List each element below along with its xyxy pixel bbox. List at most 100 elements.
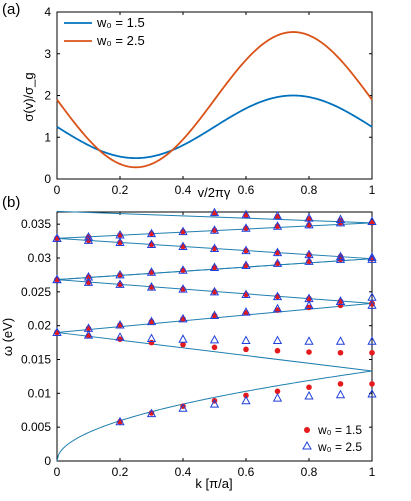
panel-b-point-w0-2.5 — [178, 226, 188, 236]
panel-b-point-w0-2.5 — [335, 214, 346, 223]
panel-b-point-w0-2.5 — [272, 211, 283, 220]
panel-b-data-points — [52, 207, 377, 426]
panel-b-point-w0-1.5 — [211, 344, 218, 351]
panel-b-point-w0-2.5 — [367, 292, 377, 301]
panel-b-point-w0-1.5 — [243, 346, 249, 353]
panel-b-point-w0-2.5 — [115, 319, 125, 329]
panel-b-label: (b) — [2, 194, 20, 211]
panel-b-point-w0-2.5 — [304, 256, 314, 265]
panel-b-point-w0-2.5 — [115, 416, 125, 426]
panel-b-point-w0-2.5 — [146, 282, 157, 291]
panel-b-point-w0-2.5 — [209, 207, 220, 217]
panel-b-x-tick-label: 0.8 — [301, 465, 318, 479]
panel-b-point-w0-2.5 — [367, 388, 377, 398]
panel-b-point-w0-2.5 — [178, 334, 188, 343]
panel-b-point-w0-2.5 — [83, 277, 94, 286]
panel-b-y-ticks: 0 0.005 0.01 0.015 0.02 0.025 0.03 0.035 — [21, 217, 372, 468]
panel-b-point-w0-2.5 — [335, 336, 346, 345]
panel-b-point-w0-2.5 — [52, 274, 62, 284]
panel-b-point-w0-2.5 — [209, 243, 220, 253]
panel-b-point-w0-2.5 — [178, 241, 188, 251]
panel-b-point-w0-2.5 — [304, 219, 314, 229]
panel-b-point-w0-2.5 — [209, 225, 220, 234]
panel-a-x-tick-label: 0 — [54, 183, 61, 197]
panel-b-point-w0-2.5 — [146, 239, 157, 248]
panel-b-point-w0-2.5 — [52, 233, 62, 242]
panel-b-y-tick-label: 0.025 — [21, 285, 51, 299]
panel-b-point-w0-2.5 — [241, 307, 251, 316]
panel-b-legend-marker-w0-1.5 — [304, 427, 310, 433]
panel-b-point-w0-2.5 — [272, 393, 283, 402]
panel-b-x-tick-label: 0.2 — [112, 465, 129, 479]
panel-b: (b) 0 0.2 0.4 0.6 0.8 1 0 0.005 0.01 0.015 0.02 0.… — [0, 194, 377, 491]
panel-b-point-w0-2.5 — [52, 327, 62, 336]
panel-b-point-w0-2.5 — [367, 300, 377, 309]
panel-b-point-w0-1.5 — [337, 381, 344, 387]
panel-a-y-ticks: 0 1 2 3 4 — [44, 5, 372, 186]
panel-b-point-w0-2.5 — [304, 293, 314, 303]
panel-b-point-w0-2.5 — [304, 300, 314, 309]
panel-b-point-w0-2.5 — [209, 310, 220, 320]
panel-b-y-tick-label: 0.005 — [21, 420, 51, 434]
panel-b-y-tick-label: 0.015 — [21, 353, 51, 367]
panel-b-point-w0-2.5 — [304, 249, 314, 259]
panel-a-x-tick-label: 0.4 — [175, 183, 192, 197]
panel-b-point-w0-2.5 — [146, 333, 157, 343]
panel-b-point-w0-2.5 — [146, 267, 157, 276]
panel-b-point-w0-2.5 — [367, 254, 377, 263]
panel-a-series — [56, 31, 373, 169]
panel-b-point-w0-2.5 — [272, 258, 283, 267]
panel-b-y-tick-label: 0 — [44, 454, 51, 468]
panel-b-point-w0-2.5 — [304, 390, 314, 400]
panel-b-band-line — [56, 331, 373, 372]
panel-b-point-w0-1.5 — [306, 384, 312, 391]
panel-a-legend-label-w0-2.5: w₀ = 2.5 — [96, 33, 145, 48]
panel-b-point-w0-2.5 — [115, 269, 125, 279]
panel-a-y-tick-label: 3 — [44, 47, 51, 61]
panel-b-legend-label-w0-2.5: w₀ = 2.5 — [317, 440, 362, 454]
panel-a-x-tick-label: 0.8 — [301, 183, 318, 197]
panel-b-band-curve — [56, 370, 373, 462]
panel-a-series-line-w0-2.5 — [56, 31, 373, 169]
panel-b-y-tick-label: 0.035 — [21, 217, 51, 231]
panel-a-x-tick-label: 1 — [369, 183, 376, 197]
panel-b-point-w0-2.5 — [146, 228, 157, 238]
panel-b-point-w0-2.5 — [367, 336, 377, 345]
panel-b-point-w0-2.5 — [241, 209, 251, 219]
panel-b-point-w0-2.5 — [272, 221, 283, 230]
panel-b-point-w0-2.5 — [241, 245, 251, 255]
panel-b-point-w0-2.5 — [335, 251, 346, 261]
panel-a-x-axis-label: v/2πγ — [198, 185, 231, 200]
panel-b-point-w0-2.5 — [272, 303, 283, 313]
panel-b-point-w0-2.5 — [83, 231, 94, 241]
panel-b-x-axis-label: k [π/a] — [195, 476, 232, 491]
panel-b-point-w0-1.5 — [148, 339, 155, 346]
panel-b-point-w0-2.5 — [115, 279, 125, 288]
panel-a-legend-label-w0-1.5: w₀ = 1.5 — [96, 15, 145, 30]
panel-a-label: (a) — [2, 1, 20, 18]
panel-b-point-w0-2.5 — [272, 291, 283, 301]
panel-b-point-w0-2.5 — [83, 330, 94, 339]
panel-a-x-tick-label: 0.2 — [112, 183, 129, 197]
panel-b-point-w0-2.5 — [209, 334, 220, 344]
panel-b-point-w0-2.5 — [335, 296, 346, 305]
panel-b-point-w0-1.5 — [369, 381, 375, 387]
panel-b-x-tick-label: 0.6 — [238, 465, 255, 479]
panel-b-point-w0-2.5 — [241, 289, 251, 299]
panel-b-point-w0-2.5 — [115, 332, 125, 341]
panel-b-point-w0-2.5 — [115, 229, 125, 239]
panel-b-point-w0-1.5 — [180, 341, 186, 348]
panel-b-point-w0-2.5 — [178, 313, 188, 323]
panel-b-point-w0-2.5 — [335, 254, 346, 263]
panel-b-point-w0-1.5 — [369, 349, 375, 356]
panel-b-band-line — [56, 210, 373, 224]
panel-b-y-tick-label: 0.02 — [28, 319, 52, 333]
panel-b-point-w0-2.5 — [146, 408, 157, 418]
panel-b-point-w0-2.5 — [241, 223, 251, 232]
panel-b-x-ticks: 0 0.2 0.4 0.6 0.8 1 — [54, 212, 376, 479]
panel-b-y-axis-label: ω (eV) — [0, 318, 15, 356]
panel-a-y-axis-label: σ(v)/σ_g — [21, 72, 36, 121]
panel-b-point-w0-2.5 — [272, 247, 283, 257]
panel-b-point-w0-1.5 — [243, 392, 249, 399]
panel-a-x-ticks: 0 0.2 0.4 0.6 0.8 1 — [54, 12, 376, 197]
